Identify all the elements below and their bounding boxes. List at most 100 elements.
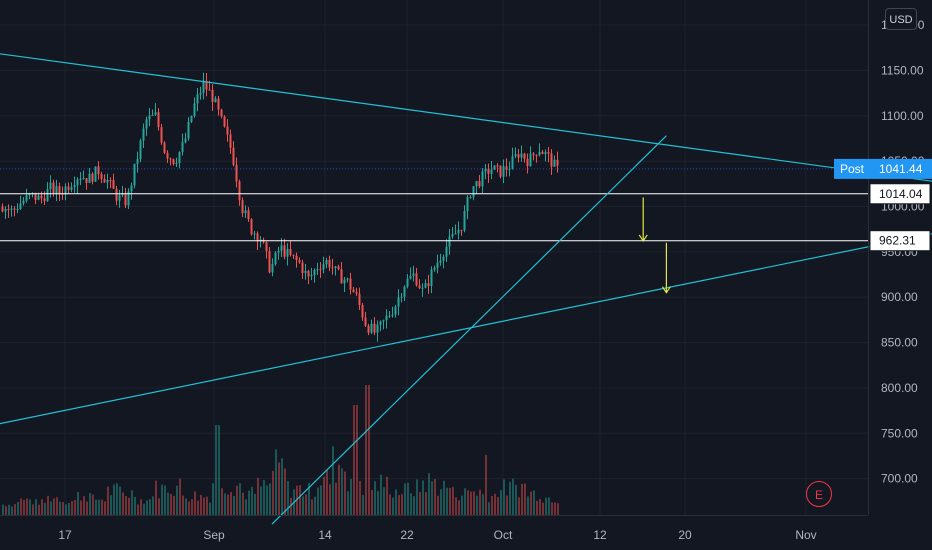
post-tag-value: 1041.44 bbox=[879, 162, 923, 176]
volume-bar bbox=[20, 498, 22, 515]
candle-body bbox=[460, 229, 463, 231]
candle-body bbox=[484, 168, 487, 172]
candle-body bbox=[475, 181, 478, 187]
candle-body bbox=[439, 260, 442, 263]
target-arrow bbox=[638, 197, 648, 243]
candle-body bbox=[85, 178, 88, 183]
candle-body bbox=[502, 166, 505, 177]
candle-body bbox=[313, 269, 316, 276]
candle-body bbox=[244, 210, 247, 214]
candle-body bbox=[28, 193, 31, 196]
price-axis-tick: 800.00 bbox=[881, 381, 918, 395]
volume-bar bbox=[542, 502, 544, 515]
grid-lines bbox=[0, 0, 868, 515]
volume-bar bbox=[131, 490, 133, 515]
candle-body bbox=[556, 159, 559, 166]
horizontal-levels[interactable] bbox=[0, 168, 868, 242]
candle-body bbox=[271, 264, 274, 273]
volume-bar bbox=[311, 499, 313, 515]
volume-bar bbox=[434, 479, 436, 515]
time-axis[interactable]: 17 Sep 14 22 Oct 12 20 Nov bbox=[0, 515, 868, 543]
candle-body bbox=[349, 278, 352, 290]
volume-bar bbox=[464, 488, 466, 515]
candle-body bbox=[190, 115, 193, 122]
post-tag-label: Post bbox=[840, 162, 865, 176]
volume-bar bbox=[509, 481, 511, 515]
candle-body bbox=[58, 186, 61, 194]
volume-bar bbox=[8, 504, 10, 515]
volume-bar bbox=[278, 462, 280, 515]
candle-body bbox=[46, 189, 49, 202]
volume-bar bbox=[455, 497, 457, 515]
candle-body bbox=[274, 252, 277, 265]
volume-bar bbox=[230, 492, 232, 515]
volume-bar bbox=[254, 493, 256, 515]
volume-bar bbox=[440, 489, 442, 515]
volume-bar bbox=[347, 491, 349, 515]
candle-body bbox=[388, 315, 391, 317]
currency-button[interactable]: USD bbox=[885, 8, 917, 30]
volume-bar bbox=[212, 483, 214, 515]
volume-bar bbox=[44, 502, 46, 515]
candle-body bbox=[37, 195, 40, 200]
volume-bar bbox=[539, 499, 541, 515]
price-axis-tick: 850.00 bbox=[881, 336, 918, 350]
candle-body bbox=[229, 134, 232, 148]
volume-bar bbox=[170, 493, 172, 515]
volume-bar bbox=[77, 492, 79, 515]
candle-body bbox=[382, 320, 385, 322]
volume-bar bbox=[50, 501, 52, 515]
candle-body bbox=[544, 152, 547, 155]
volume-bar bbox=[245, 499, 247, 515]
candle-body bbox=[157, 112, 160, 128]
volume-bar bbox=[26, 498, 28, 515]
candle-body bbox=[250, 219, 253, 235]
volume-bar bbox=[68, 503, 70, 515]
candle-body bbox=[283, 245, 286, 257]
candle-body bbox=[532, 153, 535, 155]
candle-body bbox=[49, 182, 52, 190]
volume-bar bbox=[74, 500, 76, 515]
time-axis-tick: Sep bbox=[203, 528, 225, 542]
candle-body bbox=[76, 179, 79, 186]
candle-body bbox=[403, 286, 406, 297]
volume-bar bbox=[269, 483, 271, 515]
volume-bar bbox=[89, 493, 91, 515]
candle-body bbox=[493, 165, 496, 170]
candle-body bbox=[163, 142, 166, 153]
candle-body bbox=[334, 266, 337, 268]
volume-bar bbox=[197, 500, 199, 515]
volume-bar bbox=[41, 499, 43, 515]
volume-bar bbox=[287, 481, 289, 515]
candle-body bbox=[220, 109, 223, 117]
candle-body bbox=[445, 246, 448, 257]
candle-body bbox=[118, 195, 121, 201]
volume-bar bbox=[374, 481, 376, 515]
earnings-event-marker[interactable]: E bbox=[806, 481, 832, 507]
volume-bar bbox=[92, 494, 94, 515]
volume-bar bbox=[200, 494, 202, 515]
volume-bar bbox=[557, 503, 559, 515]
candle-body bbox=[463, 211, 466, 231]
volume-bar bbox=[371, 489, 373, 515]
volume-bar bbox=[392, 497, 394, 515]
candle-body bbox=[148, 115, 151, 120]
volume-bar bbox=[368, 385, 370, 515]
candle-body bbox=[337, 266, 340, 270]
candle-body bbox=[25, 195, 28, 201]
candle-body bbox=[22, 200, 25, 204]
candle-body bbox=[451, 233, 454, 237]
candle-body bbox=[178, 151, 181, 163]
target-arrows[interactable] bbox=[638, 197, 671, 294]
volume-bar bbox=[236, 485, 238, 515]
candle-body bbox=[151, 114, 154, 116]
volume-bar bbox=[305, 494, 307, 515]
candle-body bbox=[418, 285, 421, 289]
volume-bar bbox=[341, 468, 343, 515]
candle-body bbox=[205, 80, 208, 90]
candle-body bbox=[10, 208, 13, 210]
volume-bar bbox=[95, 499, 97, 515]
volume-bar bbox=[296, 485, 298, 515]
volume-bar bbox=[476, 495, 478, 515]
